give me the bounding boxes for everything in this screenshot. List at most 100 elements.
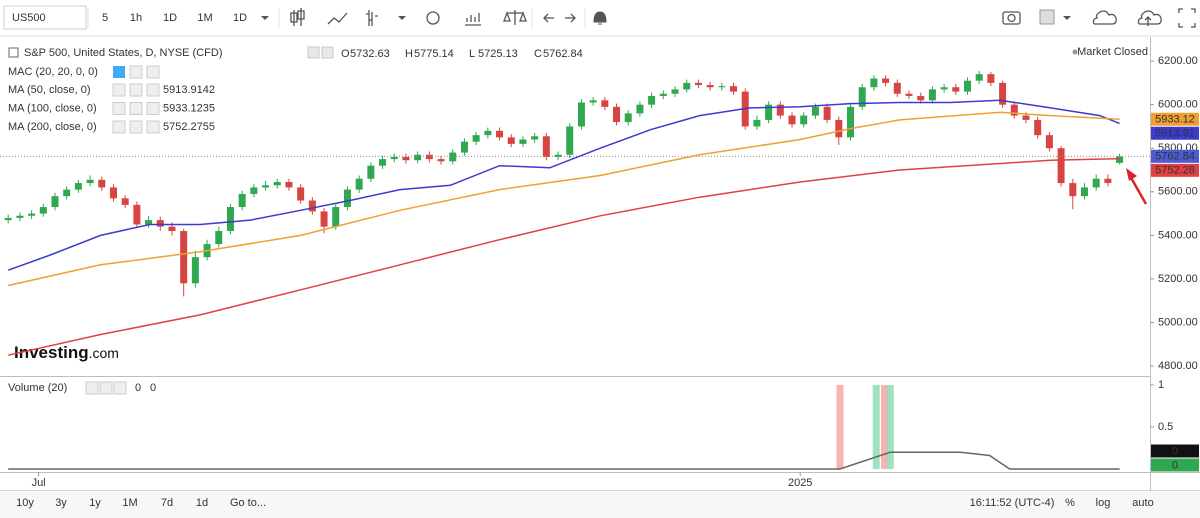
indicator-line <box>8 157 1120 356</box>
candle-body <box>273 181 281 186</box>
legend-button[interactable] <box>85 381 99 395</box>
y-tick-label: 4800.00 <box>1158 360 1198 372</box>
range-button[interactable]: 1y <box>89 497 101 509</box>
candle-body <box>449 152 457 162</box>
legend-button[interactable] <box>112 102 126 115</box>
candle-body <box>893 82 901 94</box>
price-tag <box>1151 458 1199 472</box>
candle-body <box>753 119 761 127</box>
labels: US500 5 1h 1D 1M 1D 10y 3y 1y 1M 7d 1d Go to... 16:11… <box>8 12 1199 509</box>
scale-button[interactable]: log <box>1096 497 1111 509</box>
candle-body <box>437 159 445 162</box>
color-icon[interactable] <box>1039 9 1055 25</box>
range-button[interactable]: 3y <box>55 497 67 509</box>
candle-body <box>1069 183 1077 197</box>
legend-button[interactable] <box>146 83 160 97</box>
legend-button[interactable] <box>146 120 160 134</box>
interval-button[interactable]: 5 <box>102 12 108 24</box>
series-legend-value: 5913.9142 <box>163 84 215 96</box>
price-tag <box>1151 444 1199 458</box>
legend-button[interactable] <box>146 102 160 115</box>
ohlc-value: 5762.84 <box>543 48 583 60</box>
legend-button[interactable] <box>129 83 143 97</box>
legend-button[interactable] <box>146 65 160 79</box>
dropdown-arrow[interactable] <box>261 16 269 20</box>
candle-body <box>858 87 866 107</box>
cloud-save-icon[interactable] <box>1137 10 1162 26</box>
candle-body <box>835 119 843 138</box>
camera-icon[interactable] <box>1002 11 1021 25</box>
undo-icon[interactable] <box>543 13 554 23</box>
range-button[interactable]: 10y <box>16 497 34 509</box>
line-icon[interactable] <box>327 12 348 25</box>
candle-body <box>577 102 585 127</box>
ohlc-label: O <box>341 48 350 60</box>
range-button[interactable]: 7d <box>161 497 173 509</box>
interval-button[interactable]: 1M <box>197 12 212 24</box>
range-button[interactable]: 1M <box>122 497 137 509</box>
candle-body <box>648 95 656 105</box>
watermark-domain: .com <box>89 345 119 361</box>
candle-body <box>191 257 199 284</box>
indicator-line <box>8 111 1120 287</box>
legend-button[interactable] <box>321 46 334 59</box>
legend-icon[interactable] <box>8 47 19 58</box>
price-tag <box>1151 112 1199 126</box>
candle-body <box>320 211 328 227</box>
price-tag <box>1151 163 1199 177</box>
cloud-load-icon[interactable] <box>1092 10 1117 25</box>
bars-icon[interactable] <box>366 10 378 26</box>
dropdown-arrow[interactable] <box>1063 16 1071 20</box>
legend-button[interactable] <box>112 83 126 97</box>
candle-body <box>975 74 983 81</box>
settings-icon[interactable] <box>426 11 440 25</box>
legend-button[interactable] <box>307 46 320 59</box>
candle-body <box>297 187 305 201</box>
legend-button[interactable] <box>113 66 125 78</box>
redo-icon[interactable] <box>565 13 576 23</box>
legend-button[interactable] <box>129 102 143 115</box>
interval-button[interactable]: 1D <box>233 12 247 24</box>
price-tag-label: 0 <box>1172 459 1178 471</box>
legend-button[interactable] <box>99 381 113 395</box>
symbol[interactable]: US500 <box>12 12 46 24</box>
interval-button[interactable]: 1D <box>163 12 177 24</box>
range-button[interactable]: Go to... <box>230 497 266 509</box>
candle-body <box>168 226 176 232</box>
series-legend-value: 5752.2755 <box>163 121 215 133</box>
legend-button[interactable] <box>113 381 127 395</box>
candle-body <box>800 115 808 125</box>
ohlc-value: 5732.63 <box>350 48 390 60</box>
legend-button[interactable] <box>129 65 143 79</box>
fullscreen-icon[interactable] <box>1178 8 1196 28</box>
candle-body <box>402 156 410 161</box>
candle-body <box>145 220 153 225</box>
series-legend-value: 5933.1235 <box>163 102 215 114</box>
scale-button[interactable]: auto <box>1132 497 1153 509</box>
price-tag-label: 5752.28 <box>1155 165 1195 177</box>
candle-body <box>1116 156 1124 163</box>
candles-icon[interactable] <box>290 8 305 26</box>
candle-body <box>98 179 106 188</box>
dropdown-arrow[interactable] <box>398 16 406 20</box>
footer <box>0 490 1200 518</box>
candle-body <box>4 217 12 221</box>
candle-body <box>484 130 492 136</box>
indicators-icon[interactable] <box>465 13 481 26</box>
scale-button[interactable]: % <box>1065 497 1075 509</box>
legend-button[interactable] <box>129 120 143 134</box>
candle-body <box>1010 104 1018 116</box>
candle-body <box>121 198 129 205</box>
candle-body <box>519 139 527 144</box>
compare-icon[interactable] <box>503 10 527 25</box>
candle-body <box>109 187 117 199</box>
candle-body <box>917 95 925 101</box>
alert-icon[interactable] <box>593 11 607 25</box>
interval-button[interactable]: 1h <box>130 12 142 24</box>
range-button[interactable]: 1d <box>196 497 208 509</box>
pane-legend: Volume (20) <box>8 382 67 394</box>
legend-button[interactable] <box>112 120 126 134</box>
indicator-lines <box>7 99 1120 470</box>
symbol-box[interactable] <box>3 5 87 30</box>
candle-body <box>63 189 71 197</box>
